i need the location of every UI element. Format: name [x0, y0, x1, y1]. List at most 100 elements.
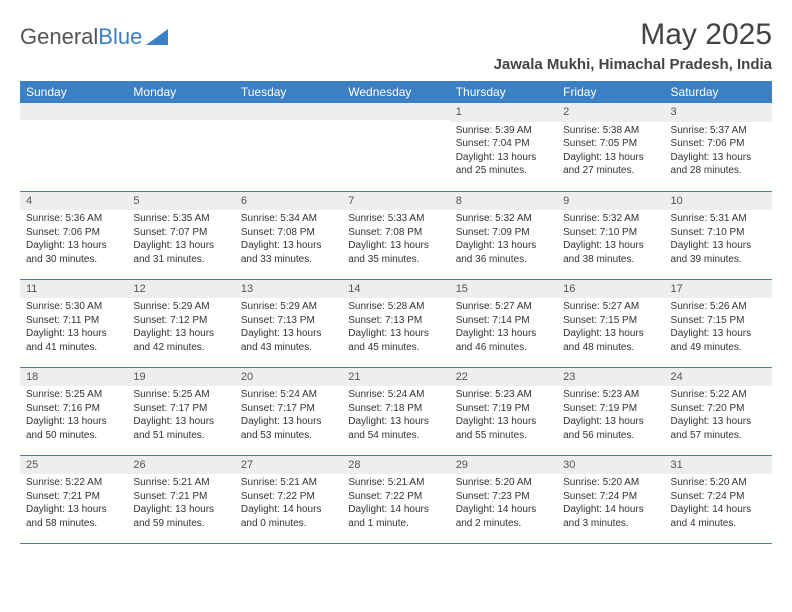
sunset-line: Sunset: 7:23 PM [456, 490, 551, 504]
sunrise-line: Sunrise: 5:30 AM [26, 300, 121, 314]
sunrise-line: Sunrise: 5:24 AM [241, 388, 336, 402]
month-title: May 2025 [494, 18, 772, 52]
day-body: Sunrise: 5:32 AMSunset: 7:09 PMDaylight:… [450, 210, 557, 270]
daylight-line: Daylight: 13 hours and 25 minutes. [456, 151, 551, 178]
day-number-empty [235, 103, 342, 120]
calendar-cell: 13Sunrise: 5:29 AMSunset: 7:13 PMDayligh… [235, 279, 342, 367]
sunset-line: Sunset: 7:06 PM [671, 137, 766, 151]
day-body: Sunrise: 5:20 AMSunset: 7:23 PMDaylight:… [450, 474, 557, 534]
sunset-line: Sunset: 7:20 PM [671, 402, 766, 416]
sunset-line: Sunset: 7:09 PM [456, 226, 551, 240]
day-number: 2 [557, 103, 664, 122]
calendar-row: 11Sunrise: 5:30 AMSunset: 7:11 PMDayligh… [20, 279, 772, 367]
calendar-cell: 27Sunrise: 5:21 AMSunset: 7:22 PMDayligh… [235, 455, 342, 543]
day-body: Sunrise: 5:23 AMSunset: 7:19 PMDaylight:… [450, 386, 557, 446]
sunrise-line: Sunrise: 5:22 AM [26, 476, 121, 490]
calendar-cell: 5Sunrise: 5:35 AMSunset: 7:07 PMDaylight… [127, 191, 234, 279]
daylight-line: Daylight: 13 hours and 56 minutes. [563, 415, 658, 442]
day-body: Sunrise: 5:32 AMSunset: 7:10 PMDaylight:… [557, 210, 664, 270]
sunset-line: Sunset: 7:17 PM [133, 402, 228, 416]
sunrise-line: Sunrise: 5:27 AM [563, 300, 658, 314]
calendar-cell: 11Sunrise: 5:30 AMSunset: 7:11 PMDayligh… [20, 279, 127, 367]
day-body: Sunrise: 5:36 AMSunset: 7:06 PMDaylight:… [20, 210, 127, 270]
sunrise-line: Sunrise: 5:29 AM [133, 300, 228, 314]
daylight-line: Daylight: 13 hours and 55 minutes. [456, 415, 551, 442]
day-number: 9 [557, 192, 664, 211]
calendar-cell: 21Sunrise: 5:24 AMSunset: 7:18 PMDayligh… [342, 367, 449, 455]
daylight-line: Daylight: 14 hours and 3 minutes. [563, 503, 658, 530]
day-body: Sunrise: 5:27 AMSunset: 7:14 PMDaylight:… [450, 298, 557, 358]
daylight-line: Daylight: 13 hours and 41 minutes. [26, 327, 121, 354]
sunset-line: Sunset: 7:13 PM [348, 314, 443, 328]
sunrise-line: Sunrise: 5:32 AM [456, 212, 551, 226]
daylight-line: Daylight: 14 hours and 1 minute. [348, 503, 443, 530]
day-number: 8 [450, 192, 557, 211]
sunrise-line: Sunrise: 5:20 AM [456, 476, 551, 490]
sunrise-line: Sunrise: 5:38 AM [563, 124, 658, 138]
day-number-empty [20, 103, 127, 120]
calendar-cell: 20Sunrise: 5:24 AMSunset: 7:17 PMDayligh… [235, 367, 342, 455]
calendar-cell [342, 103, 449, 191]
sunset-line: Sunset: 7:16 PM [26, 402, 121, 416]
day-number: 11 [20, 280, 127, 299]
calendar-cell: 6Sunrise: 5:34 AMSunset: 7:08 PMDaylight… [235, 191, 342, 279]
sunset-line: Sunset: 7:10 PM [671, 226, 766, 240]
calendar-cell: 2Sunrise: 5:38 AMSunset: 7:05 PMDaylight… [557, 103, 664, 191]
day-body: Sunrise: 5:35 AMSunset: 7:07 PMDaylight:… [127, 210, 234, 270]
daylight-line: Daylight: 13 hours and 45 minutes. [348, 327, 443, 354]
calendar-cell: 18Sunrise: 5:25 AMSunset: 7:16 PMDayligh… [20, 367, 127, 455]
calendar-cell: 19Sunrise: 5:25 AMSunset: 7:17 PMDayligh… [127, 367, 234, 455]
daylight-line: Daylight: 13 hours and 36 minutes. [456, 239, 551, 266]
title-block: May 2025 Jawala Mukhi, Himachal Pradesh,… [494, 18, 772, 73]
sunrise-line: Sunrise: 5:34 AM [241, 212, 336, 226]
day-number: 6 [235, 192, 342, 211]
location-text: Jawala Mukhi, Himachal Pradesh, India [494, 56, 772, 73]
calendar-cell: 22Sunrise: 5:23 AMSunset: 7:19 PMDayligh… [450, 367, 557, 455]
calendar-cell: 28Sunrise: 5:21 AMSunset: 7:22 PMDayligh… [342, 455, 449, 543]
daylight-line: Daylight: 13 hours and 38 minutes. [563, 239, 658, 266]
calendar-row: 25Sunrise: 5:22 AM Sunset: 7:21 PM Dayligh… [20, 455, 772, 543]
sunset-line: Sunset: 7:22 PM [241, 490, 336, 504]
day-body: Sunrise: 5:20 AMSunset: 7:24 PMDaylight:… [665, 474, 772, 534]
daylight-line: Daylight: 13 hours and 50 minutes. [26, 415, 121, 442]
day-body: Sunrise: 5:23 AMSunset: 7:19 PMDaylight:… [557, 386, 664, 446]
sunrise-line: Sunrise: 5:37 AM [671, 124, 766, 138]
daylight-line: Daylight: 13 hours and 35 minutes. [348, 239, 443, 266]
day-number: 17 [665, 280, 772, 299]
weekday-header: Friday [557, 81, 664, 103]
day-number: 10 [665, 192, 772, 211]
calendar-cell: 7Sunrise: 5:33 AMSunset: 7:08 PMDaylight… [342, 191, 449, 279]
day-number: 3 [665, 103, 772, 122]
daylight-line: Daylight: 13 hours and 28 minutes. [671, 151, 766, 178]
daylight-line: Daylight: 13 hours and 27 minutes. [563, 151, 658, 178]
sunrise-line: Sunrise: 5:20 AM [671, 476, 766, 490]
sunset-line: Sunset: 7:08 PM [241, 226, 336, 240]
day-number: 16 [557, 280, 664, 299]
sunrise-line: Sunrise: 5:21 AM [241, 476, 336, 490]
sunset-line: Sunset: 7:07 PM [133, 226, 228, 240]
sunrise-line: Sunrise: 5:23 AM [563, 388, 658, 402]
sunset-line: Sunset: 7:13 PM [241, 314, 336, 328]
sunset-line: Sunset: 7:21 PM [133, 490, 228, 504]
day-number: 5 [127, 192, 234, 211]
sunset-line: Sunset: 7:08 PM [348, 226, 443, 240]
day-number: 20 [235, 368, 342, 387]
brand-logo: GeneralBlue [20, 24, 168, 50]
calendar-cell [235, 103, 342, 191]
day-body: Sunrise: 5:29 AMSunset: 7:13 PMDaylight:… [235, 298, 342, 358]
sunrise-line: Sunrise: 5:24 AM [348, 388, 443, 402]
day-body: Sunrise: 5:29 AMSunset: 7:12 PMDaylight:… [127, 298, 234, 358]
sunrise-line: Sunrise: 5:25 AM [133, 388, 228, 402]
daylight-line: Daylight: 14 hours and 0 minutes. [241, 503, 336, 530]
daylight-line: Daylight: 13 hours and 42 minutes. [133, 327, 228, 354]
day-number: 13 [235, 280, 342, 299]
day-body: Sunrise: 5:25 AMSunset: 7:16 PMDaylight:… [20, 386, 127, 446]
sunrise-line: Sunrise: 5:33 AM [348, 212, 443, 226]
daylight-line: Daylight: 14 hours and 4 minutes. [671, 503, 766, 530]
daylight-line: Daylight: 13 hours and 58 minutes. [26, 503, 121, 530]
calendar-cell: 15Sunrise: 5:27 AMSunset: 7:14 PMDayligh… [450, 279, 557, 367]
day-number: 31 [665, 456, 772, 475]
day-number: 25 [20, 456, 127, 475]
calendar-table: SundayMondayTuesdayWednesdayThursdayFrid… [20, 81, 772, 544]
day-body: Sunrise: 5:34 AMSunset: 7:08 PMDaylight:… [235, 210, 342, 270]
